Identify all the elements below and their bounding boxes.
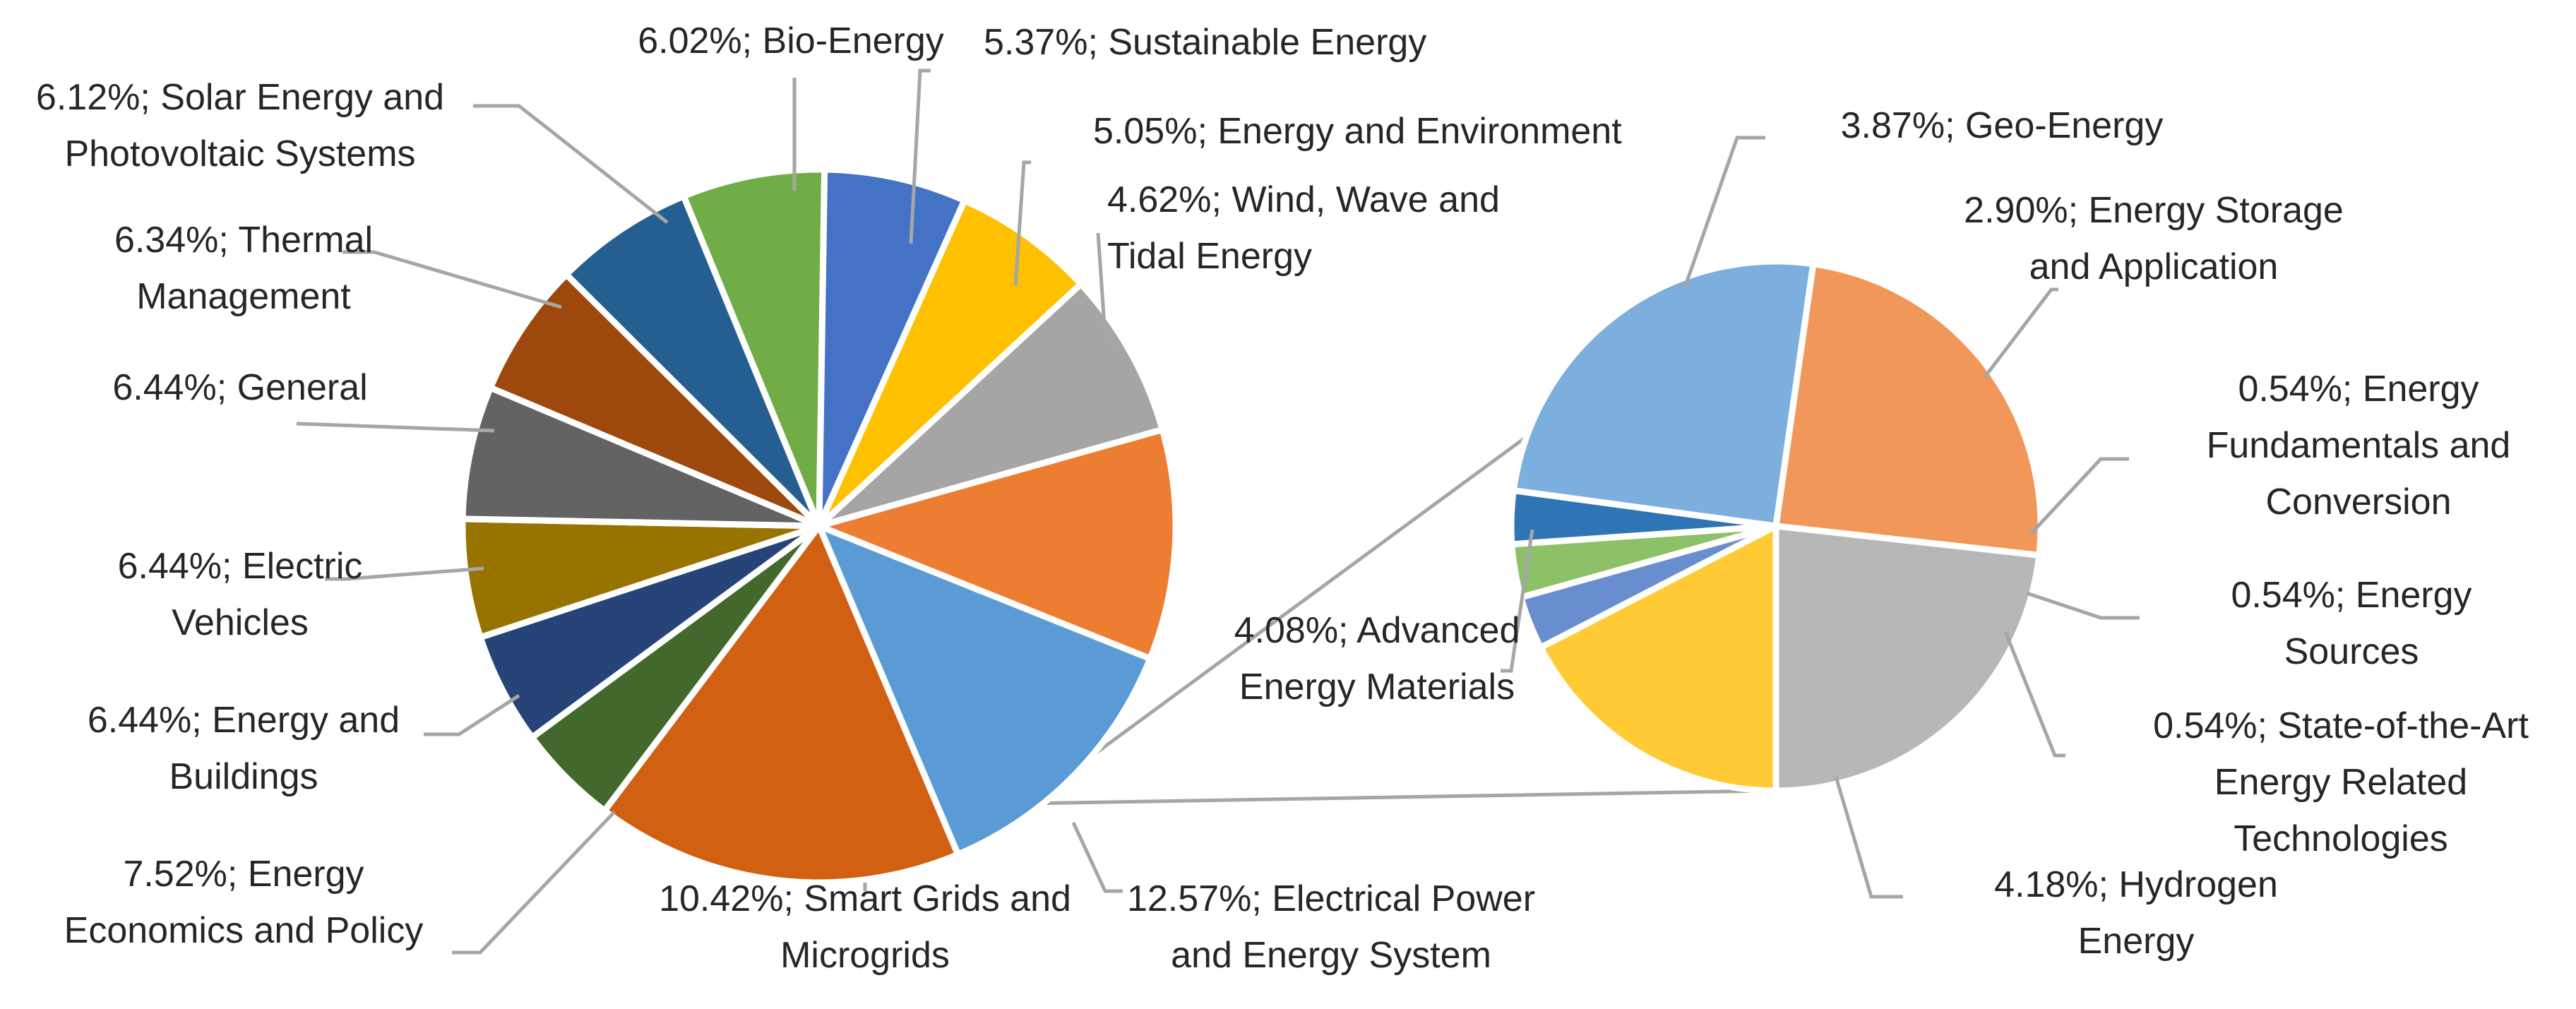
main-leader-6-44-electric-vehicles [325, 566, 484, 581]
secondary-leader-3-87-geo-energy [1682, 136, 1765, 290]
main-slice-12-57-electrical-power-and-energy-system [816, 523, 1154, 858]
main-leader-6-44-energy-and-buildings [424, 693, 520, 736]
secondary-label-4-08-advanced-energy-materials: 4.08%; Advanced Energy Materials [1234, 610, 1520, 708]
leader-lines [296, 68, 2140, 955]
main-leader-6-12-solar-energy-and-photovoltaic-systems [473, 104, 669, 224]
secondary-label-0-54-energy-fundamentals-and-conversion: 0.54%; Energy Fundamentals and Conversion [2207, 369, 2511, 523]
main-label-6-34-thermal-management: 6.34%; Thermal Management [114, 220, 373, 317]
secondary-slice-3-87-geo-energy [1772, 523, 2043, 794]
main-slice-7-52-energy-economics-and-policy [816, 280, 1166, 530]
secondary-leader-0-54-energy-fundamentals-and-conversion [2029, 457, 2129, 536]
main-label-6-44-energy-and-buildings: 6.44%; Energy and Buildings [88, 700, 400, 797]
main-leader-6-44-general [296, 422, 495, 433]
main-label-5-05-energy-and-environment: 5.05%; Energy and Environment [1093, 111, 1622, 152]
secondary-leader-4-18-hydrogen-energy [1834, 776, 1903, 899]
main-label-12-57-electrical-power-and-energy-system: 12.57%; Electrical Power and Energy Syste… [1127, 878, 1535, 976]
main-slice-6-12-solar-energy-and-photovoltaic-systems [487, 271, 823, 530]
main-leader-5-37-sustainable-energy [909, 68, 931, 244]
main-label-6-02-bio-energy: 6.02%; Bio-Energy [638, 20, 944, 61]
main-leader-7-52-energy-economics-and-policy [452, 811, 616, 955]
main-label-6-12-solar-energy-and-photovoltaic-systems: 6.12%; Solar Energy and Photovoltaic Syst… [36, 77, 444, 174]
main-slice-5-37-sustainable-energy [459, 515, 823, 641]
main-leader-4-62-wind-wave-and-tidal-energy [1096, 232, 1120, 354]
main-slice-6-44-general [680, 166, 828, 530]
secondary-label-3-87-geo-energy: 3.87%; Geo-Energy [1841, 105, 2164, 146]
main-slice-other [601, 523, 962, 886]
main-pie [459, 166, 1179, 886]
secondary-leader-0-54-state-of-the-art-energy-related-technologies [2003, 631, 2065, 758]
secondary-label-4-18-hydrogen-energy: 4.18%; Hydrogen Energy [1994, 864, 2278, 962]
secondary-pie [1508, 258, 2044, 794]
secondary-leader-4-08-advanced-energy-materials [1501, 529, 1534, 673]
secondary-slice-2-90-energy-storage-and-application [1537, 523, 1779, 794]
secondary-leader-0-54-energy-sources [2026, 591, 2140, 620]
main-label-6-44-electric-vehicles: 6.44%; Electric Vehicles [118, 546, 363, 643]
data-labels: 4.62%; Wind, Wave and Tidal Energy 5.05%; … [36, 20, 2529, 976]
main-label-5-37-sustainable-energy: 5.37%; Sustainable Energy [984, 22, 1426, 63]
main-leader-12-57-electrical-power-and-energy-system [1071, 821, 1123, 893]
main-label-7-52-energy-economics-and-policy: 7.52%; Energy Economics and Policy [64, 854, 424, 951]
main-label-6-44-general: 6.44%; General [112, 367, 367, 408]
secondary-label-0-54-state-of-the-art-energy-related-technologies: 0.54%; State-of-the-Art Energy Related Tec… [2153, 705, 2529, 859]
secondary-label-0-54-energy-sources: 0.54%; Energy Sources [2231, 575, 2471, 672]
main-slice-6-34-thermal-management [563, 193, 823, 530]
secondary-leader-2-90-energy-storage-and-application [1983, 287, 2058, 379]
main-label-4-62-wind-wave-and-tidal-energy: 4.62%; Wind, Wave and Tidal Energy [1107, 179, 1500, 277]
secondary-label-2-90-energy-storage-and-application: 2.90%; Energy Storage and Application [1964, 190, 2344, 287]
secondary-slice-4-18-hydrogen-energy [1510, 258, 1817, 530]
main-slice-10-42-smart-grids-and-microgrids [816, 426, 1179, 662]
main-label-10-42-smart-grids-and-microgrids: 10.42%; Smart Grids and Microgrids [659, 878, 1071, 976]
main-leader-5-05-energy-and-environment [1013, 160, 1031, 287]
secondary-slice-4-08-advanced-energy-materials [1772, 261, 2044, 559]
main-leader-6-34-thermal-management [342, 250, 562, 309]
